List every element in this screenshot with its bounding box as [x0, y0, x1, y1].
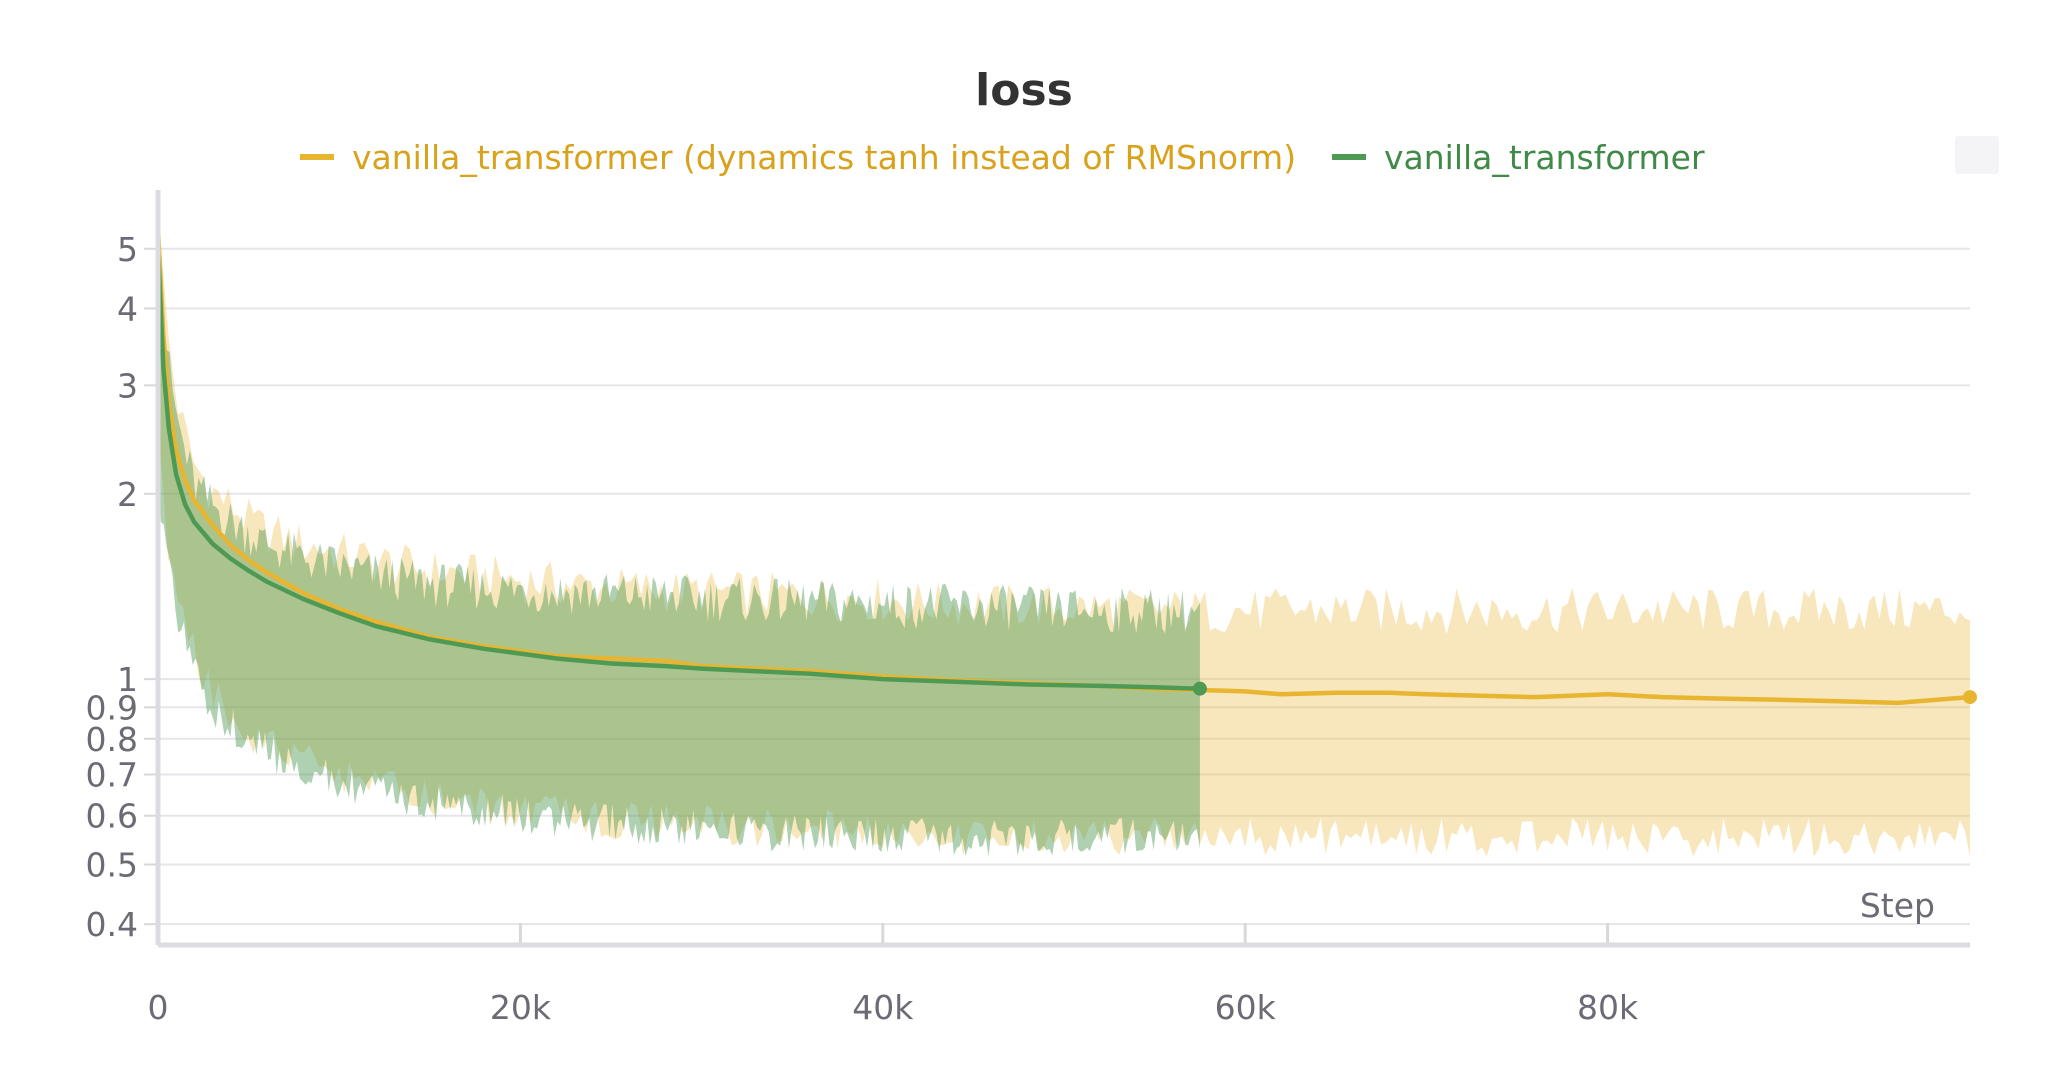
legend: vanilla_transformer (dynamics tanh inste… [300, 138, 1705, 177]
y-tick-label-6: 0.8 [86, 720, 138, 759]
x-tick-label-4: 80k [1577, 988, 1639, 1027]
y-tick-label-10: 0.4 [86, 905, 138, 944]
y-tick-label-8: 0.6 [86, 797, 138, 836]
y-tick-label-0: 5 [117, 230, 138, 269]
y-tick-label-2: 3 [117, 366, 138, 405]
line-series-1[interactable] [155, 246, 1203, 691]
end-marker-series-1[interactable] [1192, 681, 1207, 696]
y-tick-label-1: 4 [117, 289, 138, 328]
variance-bands [158, 224, 1970, 857]
grid-lines [144, 247, 1970, 945]
x-tick-label-3: 60k [1215, 988, 1277, 1027]
x-tick-label-2: 40k [852, 988, 914, 1027]
y-tick-label-7: 0.7 [86, 756, 138, 795]
axes [155, 190, 1970, 948]
x-tick-label-0: 0 [148, 988, 169, 1027]
end-markers [1192, 681, 1977, 705]
x-axis-title: Step [1860, 886, 1935, 925]
y-tick-label-5: 0.9 [86, 688, 138, 727]
end-marker-series-0[interactable] [1963, 690, 1977, 705]
band-series-1 [158, 246, 1200, 857]
legend-label-0[interactable]: vanilla_transformer (dynamics tanh inste… [352, 138, 1296, 177]
y-tick-label-3: 2 [117, 475, 138, 514]
chart-menu-button[interactable] [1955, 136, 1999, 174]
x-tick-labels: 0 20k 40k 60k 80k [148, 988, 1640, 1027]
chart-title: loss [975, 65, 1073, 116]
y-tick-labels: 5 4 3 2 10.90.80.70.6 0.5 0.4 [86, 230, 138, 944]
series-lines [155, 225, 1973, 706]
y-tick-label-4: 1 [117, 660, 138, 699]
legend-label-1[interactable]: vanilla_transformer [1384, 138, 1705, 177]
line-series-0[interactable] [155, 225, 1973, 706]
y-tick-label-9: 0.5 [86, 845, 138, 884]
x-tick-label-1: 20k [490, 988, 552, 1027]
